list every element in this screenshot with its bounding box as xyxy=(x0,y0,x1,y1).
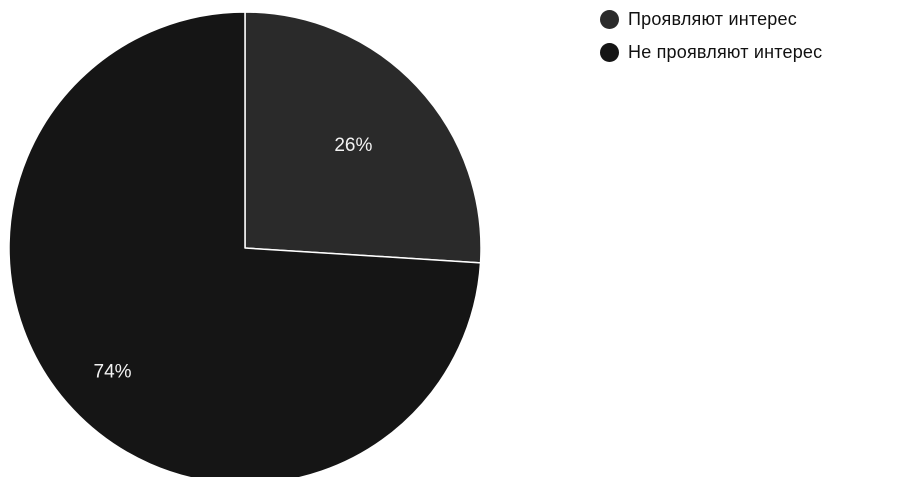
pie-slice-label-1: 26% xyxy=(334,135,372,156)
pie-slice-label-2: 74% xyxy=(94,361,132,382)
legend-label: Не проявляют интерес xyxy=(628,42,823,62)
legend-label: Проявляют интерес xyxy=(628,9,797,29)
legend-item-1: Проявляют интерес xyxy=(600,9,822,30)
pie-slices xyxy=(8,11,482,477)
pie-slice-1 xyxy=(244,11,482,264)
legend-item-2: Не проявляют интерес xyxy=(600,42,822,63)
pie-slice-labels: 26% 74% xyxy=(94,135,373,382)
chart-legend: Проявляют интерес Не проявляют интерес xyxy=(600,9,822,75)
legend-swatch-icon xyxy=(600,10,619,29)
legend-swatch-icon xyxy=(600,43,619,62)
pie-slice-2 xyxy=(8,11,482,477)
